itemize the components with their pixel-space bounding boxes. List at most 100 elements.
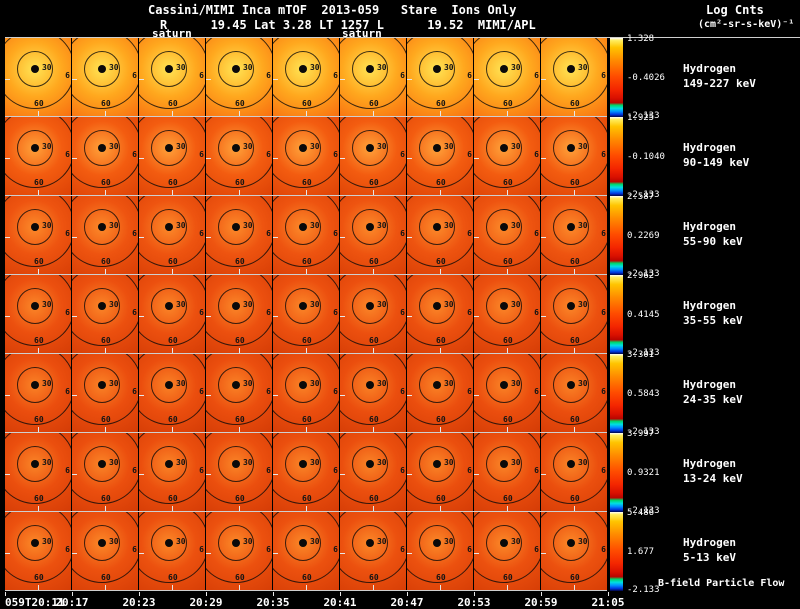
ring-label-60: 60	[503, 178, 513, 188]
ring-30-deg	[217, 525, 254, 562]
ring-60-deg	[340, 117, 406, 189]
ring-60-deg	[206, 512, 272, 584]
ring-30-deg	[83, 51, 120, 88]
allsky-panel: 30 60 6	[5, 38, 71, 116]
ring-label-60: 60	[101, 573, 111, 583]
saturn-dot	[164, 65, 173, 74]
colorbar-legend-title: Log Cnts	[706, 3, 764, 17]
colorbar	[610, 117, 623, 196]
time-tick-label: 20:17	[55, 596, 89, 609]
ring-60-deg	[474, 117, 540, 189]
allsky-panel: 30 60 6	[407, 275, 473, 353]
ring-label-30: 30	[510, 220, 521, 230]
ring-60-deg	[474, 354, 540, 426]
ring-label-60: 60	[436, 178, 446, 188]
colorbar	[610, 512, 623, 591]
ring-label-60: 60	[302, 494, 312, 504]
ring-label-edge: 6	[400, 150, 405, 160]
colorbar-legend-units: (cm²-sr-s-keV)⁻¹	[698, 19, 795, 30]
ring-30-deg	[418, 525, 455, 562]
saturn-dot	[499, 65, 508, 74]
saturn-dot	[365, 460, 374, 469]
ring-30-deg	[150, 51, 187, 88]
ring-label-60: 60	[369, 336, 379, 346]
ring-30-deg	[351, 51, 388, 88]
panel-strip: 30 60 6 30 60 6 30 60 6 30 60 6 30 60 6 30 60 6 30 60 6 30 60 6…	[5, 512, 607, 591]
ring-label-edge: 6	[534, 150, 539, 160]
ring-label-30: 30	[175, 62, 186, 72]
allsky-panel: 30 60 6	[340, 512, 406, 590]
saturn-dot	[499, 539, 508, 548]
time-tick-label: 20:53	[457, 596, 491, 609]
ring-30-deg	[150, 209, 187, 246]
ring-60-deg	[541, 354, 607, 426]
ring-label-60: 60	[436, 494, 446, 504]
ring-label-60: 60	[302, 573, 312, 583]
saturn-dot	[164, 381, 173, 390]
allsky-panel: 30 60 6	[5, 196, 71, 274]
saturn-dot	[566, 144, 575, 153]
ring-label-60: 60	[369, 99, 379, 109]
ring-30-deg	[485, 209, 522, 246]
ring-label-edge: 6	[467, 229, 472, 239]
ring-label-edge: 6	[199, 545, 204, 555]
ring-60-deg	[72, 196, 138, 268]
allsky-panel: 30 60 6	[273, 38, 339, 116]
allsky-panel: 30 60 6	[72, 512, 138, 590]
ring-label-30: 30	[309, 536, 320, 546]
ring-60-deg	[5, 38, 71, 110]
allsky-panel: 30 60 6	[541, 196, 607, 274]
energy-label: 55-90 keV	[683, 234, 743, 248]
allsky-panel: 30 60 6	[273, 117, 339, 195]
ring-30-deg	[217, 446, 254, 483]
ring-label-60: 60	[570, 257, 580, 267]
ring-60-deg	[5, 275, 71, 347]
allsky-panel: 30 60 6	[407, 38, 473, 116]
ring-label-60: 60	[503, 494, 513, 504]
ring-30-deg	[217, 288, 254, 325]
ring-label-30: 30	[41, 299, 52, 309]
colorbar-scale: 1.925 -0.1040 -2.133	[623, 113, 671, 200]
ring-label-30: 30	[175, 299, 186, 309]
saturn-dot	[97, 381, 106, 390]
allsky-panel: 30 60 6	[340, 117, 406, 195]
ring-label-30: 30	[443, 536, 454, 546]
ring-label-60: 60	[235, 494, 245, 504]
ring-label-60: 60	[369, 573, 379, 583]
colorbar-tick-mid: 1.677	[627, 546, 655, 557]
ring-label-30: 30	[309, 299, 320, 309]
allsky-panel: 30 60 6	[541, 354, 607, 432]
ring-label-30: 30	[510, 62, 521, 72]
ring-label-60: 60	[503, 336, 513, 346]
panel-grid: 30 60 6 30 60 6 30 60 6 30 60 6 30 60 6 30 60 6 30 60 6 30 60 6…	[5, 34, 800, 595]
time-tick-label: 20:59	[524, 596, 558, 609]
ring-label-30: 30	[242, 299, 253, 309]
ring-label-60: 60	[302, 257, 312, 267]
ring-label-30: 30	[242, 536, 253, 546]
allsky-panel: 30 60 6	[72, 196, 138, 274]
ring-60-deg	[407, 38, 473, 110]
saturn-dot	[30, 223, 39, 232]
allsky-panel: 30 60 6	[206, 354, 272, 432]
allsky-panel: 30 60 6	[72, 38, 138, 116]
ring-label-30: 30	[510, 141, 521, 151]
allsky-panel: 30 60 6	[474, 196, 540, 274]
colorbar-tick-bot: -2.133	[627, 348, 660, 358]
ring-60-deg	[206, 38, 272, 110]
ring-label-edge: 6	[534, 308, 539, 318]
ring-label-edge: 6	[65, 71, 70, 81]
saturn-dot	[97, 539, 106, 548]
saturn-dot	[365, 302, 374, 311]
allsky-panel: 30 60 6	[72, 433, 138, 511]
ring-label-30: 30	[108, 220, 119, 230]
saturn-dot	[30, 460, 39, 469]
ring-30-deg	[83, 209, 120, 246]
ring-label-30: 30	[41, 220, 52, 230]
ring-label-edge: 6	[333, 466, 338, 476]
colorbar-tick-mid: 0.2269	[627, 230, 660, 241]
energy-row: 30 60 6 30 60 6 30 60 6 30 60 6 30 60 6 30 60 6 30 60 6 30 60 6…	[5, 350, 800, 437]
ring-label-edge: 6	[333, 71, 338, 81]
ring-label-30: 30	[242, 62, 253, 72]
ring-30-deg	[351, 209, 388, 246]
allsky-panel: 30 60 6	[139, 38, 205, 116]
